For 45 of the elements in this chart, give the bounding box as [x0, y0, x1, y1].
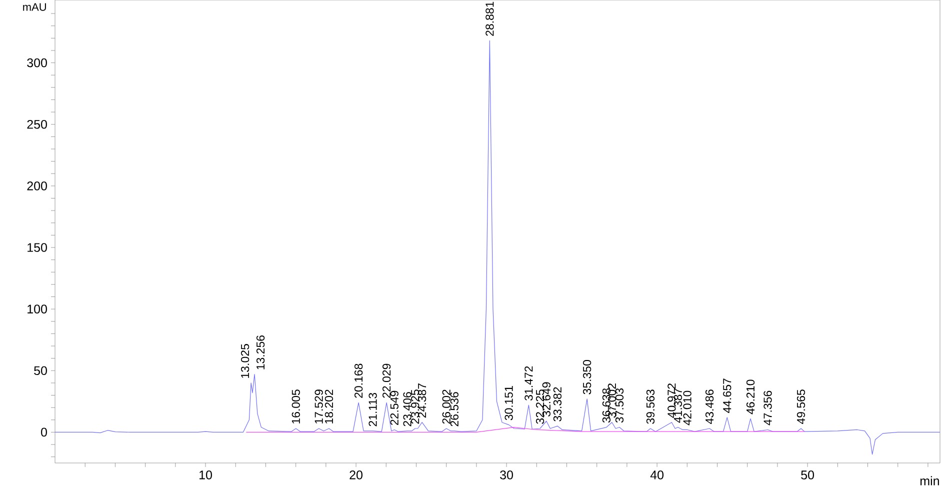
y-tick-label: 200: [27, 182, 47, 190]
annotation: 35.350: [582, 360, 592, 394]
y-tick-label: 50: [34, 366, 47, 376]
annotation: 22.549: [390, 390, 398, 425]
annotation: 31.472: [524, 366, 533, 400]
annotation: 21.113: [368, 392, 377, 426]
annotation: 26.536: [450, 392, 458, 426]
annotation: 18.202: [324, 390, 334, 424]
annotation: 49.565: [796, 390, 806, 424]
x-tick-label: 20: [350, 470, 362, 480]
y-tick-label: 250: [27, 120, 47, 129]
annotation: 47.356: [764, 390, 772, 426]
annotation: 40.972: [668, 384, 676, 418]
x-tick-label: 10: [200, 470, 212, 480]
annotation: 33.382: [553, 387, 562, 422]
annotation: 20.168: [354, 364, 363, 398]
annotation: 13.256: [256, 335, 265, 370]
annotation: 37.503: [615, 388, 624, 423]
annotation: 42.010: [683, 390, 692, 426]
y-tick-label: 100: [28, 304, 47, 314]
annotation: 17.529: [314, 390, 323, 424]
annotation: 13.025: [240, 344, 250, 378]
annotation: 41.387: [674, 388, 682, 423]
y-tick-label: 150: [28, 243, 47, 252]
annotation: 32.225: [536, 390, 544, 424]
annotation: 30.151: [504, 386, 513, 420]
y-tick-label: 0: [41, 428, 47, 437]
annotation: 26.002: [442, 390, 450, 424]
x-axis-title: min: [920, 476, 939, 486]
line-series: [54, 40, 940, 455]
y-tick-label: 300: [27, 58, 47, 68]
annotation: 43.486: [705, 390, 714, 424]
annotation: 46.210: [746, 380, 755, 414]
annotation: 23.925: [411, 390, 420, 424]
annotation: 39.563: [646, 390, 655, 424]
x-tick-label: 30: [500, 470, 513, 480]
annotation: 22.029: [382, 364, 391, 398]
annotation: 44.657: [723, 378, 732, 413]
annotation: 32.649: [542, 382, 550, 416]
annotation: 28.881: [486, 2, 494, 36]
x-tick-label: 50: [801, 470, 814, 480]
y-axis-title: mAU: [23, 3, 46, 11]
x-tick-label: 40: [650, 470, 664, 480]
annotation: 16.005: [292, 390, 300, 424]
annotation: 23.406: [403, 392, 412, 426]
